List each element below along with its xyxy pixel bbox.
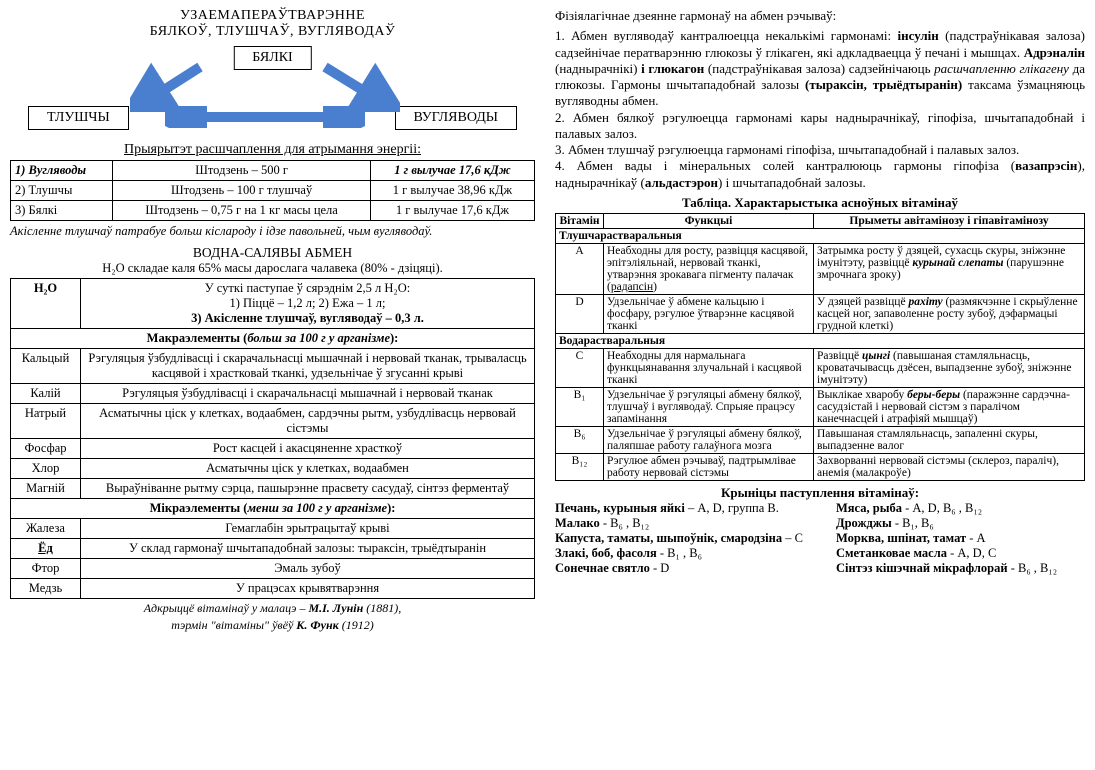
main-title-2: БЯЛКОЎ, ТЛУШЧАЎ, ВУГЛЯВОДАЎ: [10, 24, 535, 40]
water-head: ВОДНА-САЛЯВЫ АБМЕН: [10, 245, 535, 261]
arrow-horizontal: [165, 106, 365, 128]
source-item: Сметанковае масла - A, D, C: [836, 546, 1085, 561]
cell: Асматычны ціск у клетках, водаабмен, сар…: [81, 404, 535, 439]
cell: Удзельнічае ў рэгуляцыі абмену бялкоў, т…: [604, 387, 814, 426]
pr-2-2: 1 г вылучае 17,6 кДж: [370, 201, 534, 221]
box-proteins: БЯЛКІ: [233, 46, 311, 70]
cell: Асматычны ціск у клетках, водаабмен: [81, 459, 535, 479]
source-item: Печань, курыныя яйкі – A, D, группа B.: [555, 501, 804, 516]
cell: Фтор: [11, 559, 81, 579]
cell: У склад гармонаў шчытападобнай залозы: т…: [81, 539, 535, 559]
credit-1: Адкрыццё вітамінаў у малацэ – М.І. Лунін…: [10, 601, 535, 616]
cell: Захворванні нервовай сістэмы (склероз, п…: [814, 453, 1085, 480]
vit-group-2: Водарастваральныя: [556, 333, 1085, 348]
vh-1: Функцыі: [604, 213, 814, 228]
arrow-right-diag: [310, 62, 400, 112]
cell: Хлор: [11, 459, 81, 479]
cell: Затрымка росту ў дзяцей, сухасць скуры, …: [814, 243, 1085, 294]
water-table: H₂O У суткі паступае ў сярэднім 2,5 л H₂…: [10, 278, 535, 599]
h2o-label: H₂O: [11, 279, 81, 329]
cell: Магній: [11, 479, 81, 499]
micro-head: Мікраэлементы (менш за 100 г у арганізме…: [150, 501, 396, 515]
priority-note: Акісленне тлушчаў патрабуе больш кісларо…: [10, 224, 535, 239]
cell: C: [556, 348, 604, 387]
sources-grid: Печань, курыныя яйкі – A, D, группа B. Мя…: [555, 501, 1085, 576]
pr-2-0: 3) Бялкі: [11, 201, 113, 221]
hormone-intro: Фізіялагічнае дзеянне гармонаў на абмен …: [555, 8, 1085, 24]
pr-0-2: 1 г вылучае 17,6 кДж: [370, 161, 534, 181]
source-item: Злакі, боб, фасоля - B₁ , B₆: [555, 546, 804, 561]
cell: Калій: [11, 384, 81, 404]
source-item: Сінтэз кішэчнай мікрафлорай - B₆ , B₁₂: [836, 561, 1085, 576]
cell: У працэсах крывятварэння: [81, 579, 535, 599]
cell: Развіццё цынгі (павышаная стамляльнасць,…: [814, 348, 1085, 387]
cell: Рэгуляцыя ўзбудлівасці і скарачальнасці …: [81, 349, 535, 384]
cell: Гемаглабін эрытрацытаў крыві: [81, 519, 535, 539]
source-item: Малако - B₆ , B₁₂: [555, 516, 804, 531]
vitamin-table-title: Табліца. Характарыстыка асноўных вітамін…: [555, 195, 1085, 211]
cell: Удзельнічае ў абмене кальцыю і фосфару, …: [604, 294, 814, 333]
cell: Натрый: [11, 404, 81, 439]
cell: B₁: [556, 387, 604, 426]
arrow-left-diag: [130, 62, 220, 112]
vh-2: Прыметы авітамінозу і гіпавітамінозу: [814, 213, 1085, 228]
cell: У дзяцей развіццё рахіту (размякчэнне і …: [814, 294, 1085, 333]
source-item: Дрожджы - B₁, B₆: [836, 516, 1085, 531]
h2o-body: У суткі паступае ў сярэднім 2,5 л H₂O: 1…: [81, 279, 535, 329]
conversion-diagram: БЯЛКІ ТЛУШЧЫ ВУГЛЯВОДЫ: [10, 44, 535, 134]
box-fats: ТЛУШЧЫ: [28, 106, 129, 130]
macro-head: Макраэлементы (больш за 100 г у арганізм…: [147, 331, 399, 345]
box-carbs: ВУГЛЯВОДЫ: [395, 106, 518, 130]
pr-0-0: 1) Вугляводы: [11, 161, 113, 181]
pr-1-2: 1 г вылучае 38,96 кДж: [370, 181, 534, 201]
pr-2-1: Штодзень – 0,75 г на 1 кг масы цела: [113, 201, 370, 221]
cell: Кальцый: [11, 349, 81, 384]
cell: Жалеза: [11, 519, 81, 539]
pr-1-0: 2) Тлушчы: [11, 181, 113, 201]
cell: Рэгулюе абмен рэчываў, падтрымлівае рабо…: [604, 453, 814, 480]
source-item: Мяса, рыба - A, D, B₆ , B₁₂: [836, 501, 1085, 516]
pr-0-1: Штодзень – 500 г: [113, 161, 370, 181]
water-sub: H₂O складае каля 65% масы дарослага чала…: [10, 261, 535, 276]
main-title-1: УЗАЕМАПЕРАЎТВАРЭННЕ: [10, 8, 535, 24]
cell: D: [556, 294, 604, 333]
cell: Эмаль зубоў: [81, 559, 535, 579]
priority-table: 1) Вугляводы Штодзень – 500 г 1 г вылуча…: [10, 160, 535, 221]
cell: Ёд: [11, 539, 81, 559]
cell: Удзельнічае ў рэгуляцыі абмену бялкоў, п…: [604, 426, 814, 453]
vh-0: Вітамін: [556, 213, 604, 228]
h2o-l2: 3) Акісленне тлушчаў, вугляводаў – 0,3 л…: [191, 311, 424, 325]
vitamin-table: Вітамін Функцыі Прыметы авітамінозу і гі…: [555, 213, 1085, 481]
cell: Фосфар: [11, 439, 81, 459]
cell: Медзь: [11, 579, 81, 599]
priority-head: Прыярытэт расшчаплення для атрымання эне…: [10, 142, 535, 158]
cell: Павышаная стамляльнасць, запаленні скуры…: [814, 426, 1085, 453]
cell: Неабходны для нармальнага функцыянавання…: [604, 348, 814, 387]
source-item: Сонечнае святло - D: [555, 561, 804, 576]
cell: Выраўніванне рытму сэрца, пашырэнне прас…: [81, 479, 535, 499]
vit-group-1: Тлушчарастваральныя: [556, 228, 1085, 243]
sources-title: Крыніцы паступлення вітамінаў:: [555, 485, 1085, 501]
cell: Рост касцей і акасцяненне храсткоў: [81, 439, 535, 459]
cell: Рэгуляцыя ўзбудлівасці і скарачальнасці …: [81, 384, 535, 404]
pr-1-1: Штодзень – 100 г тлушчаў: [113, 181, 370, 201]
cell: B₆: [556, 426, 604, 453]
credit-2: тэрмін "вітаміны" ўвёў К. Функ (1912): [10, 618, 535, 633]
source-item: Капуста, таматы, шыпоўнік, смародзіна – …: [555, 531, 804, 546]
h2o-l1: 1) Піццё – 1,2 л; 2) Ежа – 1 л;: [230, 296, 386, 310]
cell: B₁₂: [556, 453, 604, 480]
cell: Неабходны для росту, развіцця касцявой, …: [604, 243, 814, 294]
h2o-l0: У суткі паступае ў сярэднім 2,5 л H₂O:: [205, 281, 411, 295]
hormone-para: 1. Абмен вугляводаў кантралюецца некальк…: [555, 28, 1085, 191]
source-item: Морква, шпінат, тамат - A: [836, 531, 1085, 546]
cell: A: [556, 243, 604, 294]
cell: Выклікае хваробу беры-беры (паражэнне са…: [814, 387, 1085, 426]
